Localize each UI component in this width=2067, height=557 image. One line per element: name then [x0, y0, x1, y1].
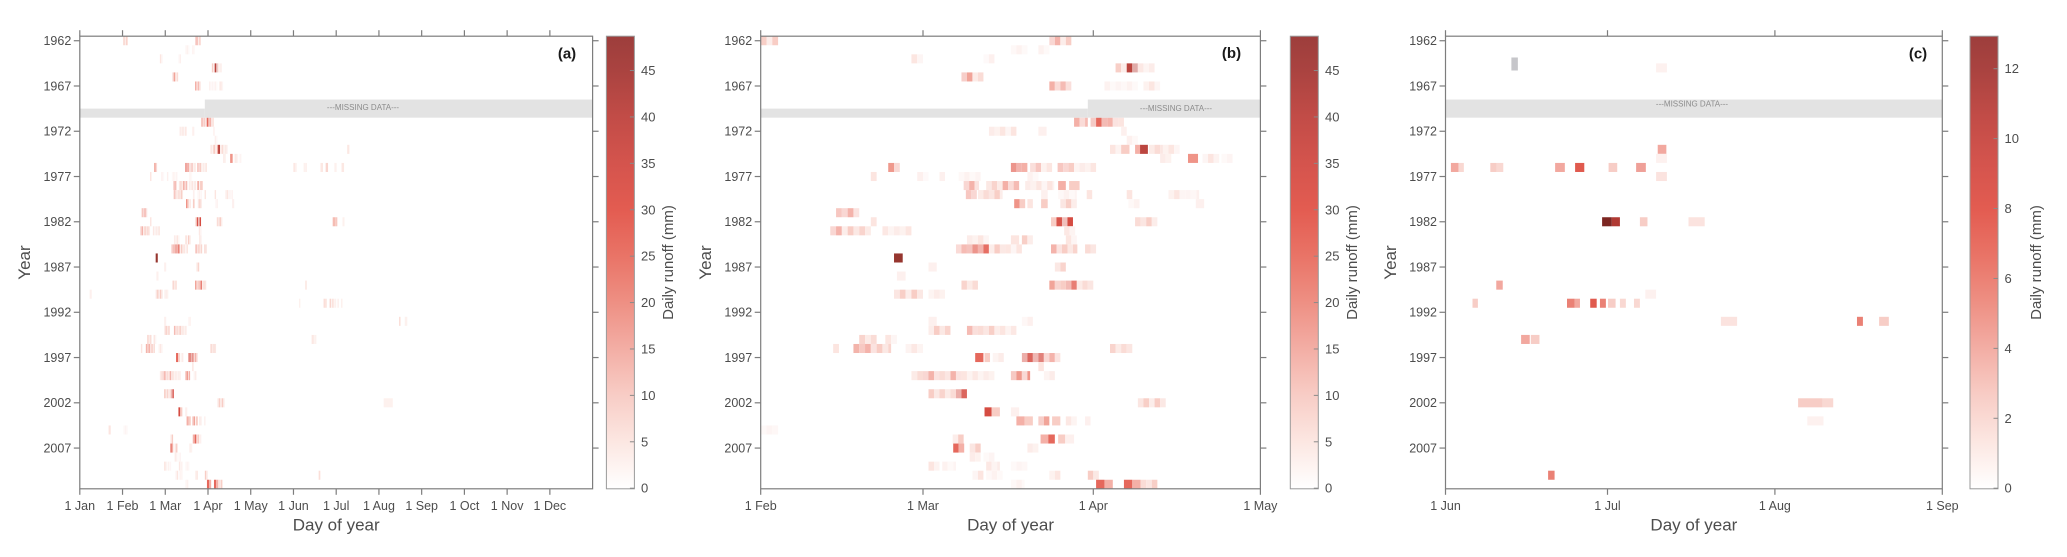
svg-text:1 Aug: 1 Aug [363, 499, 395, 513]
svg-text:Day of year: Day of year [1650, 516, 1737, 535]
svg-text:1987: 1987 [43, 260, 71, 274]
svg-text:(c): (c) [1909, 45, 1927, 62]
svg-text:2002: 2002 [43, 396, 71, 410]
svg-text:12: 12 [2005, 61, 2019, 76]
svg-text:1 Apr: 1 Apr [1079, 499, 1108, 513]
svg-text:1977: 1977 [43, 170, 71, 184]
svg-text:---MISSING DATA---: ---MISSING DATA--- [327, 103, 399, 112]
svg-text:---MISSING DATA---: ---MISSING DATA--- [1140, 104, 1212, 113]
svg-text:Daily runoff (mm): Daily runoff (mm) [2028, 205, 2045, 320]
svg-text:1 Dec: 1 Dec [534, 499, 567, 513]
svg-text:1967: 1967 [43, 79, 71, 93]
svg-text:2: 2 [2005, 411, 2012, 426]
svg-text:1992: 1992 [724, 306, 752, 320]
svg-text:45: 45 [641, 63, 655, 78]
svg-text:1 Oct: 1 Oct [449, 499, 479, 513]
svg-text:1 Mar: 1 Mar [907, 499, 939, 513]
svg-text:5: 5 [641, 434, 648, 449]
svg-text:1962: 1962 [724, 34, 752, 48]
svg-text:1962: 1962 [1409, 34, 1437, 48]
svg-text:30: 30 [641, 202, 655, 217]
svg-text:1 Jul: 1 Jul [1594, 499, 1620, 513]
svg-text:Daily runoff (mm): Daily runoff (mm) [660, 205, 677, 320]
svg-text:Year: Year [15, 245, 34, 280]
svg-text:1 Sep: 1 Sep [405, 499, 438, 513]
svg-text:40: 40 [641, 109, 655, 124]
svg-text:1997: 1997 [1409, 351, 1437, 365]
svg-text:35: 35 [641, 156, 655, 171]
svg-text:1 Jun: 1 Jun [1430, 499, 1461, 513]
svg-text:1972: 1972 [43, 125, 71, 139]
svg-text:1 Aug: 1 Aug [1759, 499, 1791, 513]
svg-text:1 Apr: 1 Apr [193, 499, 222, 513]
svg-text:35: 35 [1325, 156, 1339, 171]
svg-text:1982: 1982 [1409, 215, 1437, 229]
svg-text:1 Feb: 1 Feb [745, 499, 777, 513]
svg-text:1 Sep: 1 Sep [1926, 499, 1959, 513]
svg-text:10: 10 [2005, 131, 2019, 146]
svg-text:1992: 1992 [43, 306, 71, 320]
svg-text:1982: 1982 [43, 215, 71, 229]
svg-text:1 Jul: 1 Jul [323, 499, 349, 513]
svg-text:1972: 1972 [724, 125, 752, 139]
svg-text:Year: Year [1381, 245, 1400, 280]
svg-text:15: 15 [641, 341, 655, 356]
svg-text:1962: 1962 [43, 34, 71, 48]
svg-text:1967: 1967 [1409, 79, 1437, 93]
svg-text:2007: 2007 [1409, 441, 1437, 455]
svg-text:1 Feb: 1 Feb [107, 499, 139, 513]
svg-text:15: 15 [1325, 341, 1339, 356]
svg-text:2002: 2002 [724, 396, 752, 410]
svg-text:1987: 1987 [724, 260, 752, 274]
svg-text:4: 4 [2005, 341, 2012, 356]
svg-text:---MISSING DATA---: ---MISSING DATA--- [1656, 100, 1728, 109]
svg-text:1987: 1987 [1409, 260, 1437, 274]
svg-text:5: 5 [1325, 434, 1332, 449]
svg-text:2007: 2007 [43, 441, 71, 455]
svg-text:1 Nov: 1 Nov [491, 499, 524, 513]
svg-text:30: 30 [1325, 202, 1339, 217]
svg-text:Day of year: Day of year [967, 516, 1054, 535]
svg-text:40: 40 [1325, 109, 1339, 124]
svg-text:1992: 1992 [1409, 306, 1437, 320]
svg-text:45: 45 [1325, 63, 1339, 78]
svg-text:1967: 1967 [724, 79, 752, 93]
svg-text:0: 0 [2005, 481, 2012, 496]
svg-text:25: 25 [1325, 249, 1339, 264]
svg-text:2007: 2007 [724, 441, 752, 455]
svg-text:10: 10 [1325, 388, 1339, 403]
svg-text:1 Jan: 1 Jan [65, 499, 96, 513]
svg-text:1 Jun: 1 Jun [278, 499, 309, 513]
svg-text:1 May: 1 May [234, 499, 269, 513]
svg-text:1997: 1997 [43, 351, 71, 365]
svg-text:1997: 1997 [724, 351, 752, 365]
svg-text:(a): (a) [558, 45, 576, 62]
svg-text:2002: 2002 [1409, 396, 1437, 410]
svg-text:6: 6 [2005, 271, 2012, 286]
svg-text:Daily runoff (mm): Daily runoff (mm) [1344, 205, 1361, 320]
svg-text:1972: 1972 [1409, 125, 1437, 139]
svg-text:20: 20 [1325, 295, 1339, 310]
svg-text:25: 25 [641, 249, 655, 264]
svg-text:1977: 1977 [1409, 170, 1437, 184]
svg-text:Year: Year [696, 245, 715, 280]
svg-text:0: 0 [641, 481, 648, 496]
svg-text:20: 20 [641, 295, 655, 310]
svg-text:(b): (b) [1222, 45, 1241, 62]
svg-text:0: 0 [1325, 481, 1332, 496]
svg-text:1 Mar: 1 Mar [149, 499, 181, 513]
svg-text:1982: 1982 [724, 215, 752, 229]
svg-text:Day of year: Day of year [293, 516, 380, 535]
svg-text:1977: 1977 [724, 170, 752, 184]
svg-text:10: 10 [641, 388, 655, 403]
svg-text:8: 8 [2005, 201, 2012, 216]
svg-text:1 May: 1 May [1243, 499, 1278, 513]
